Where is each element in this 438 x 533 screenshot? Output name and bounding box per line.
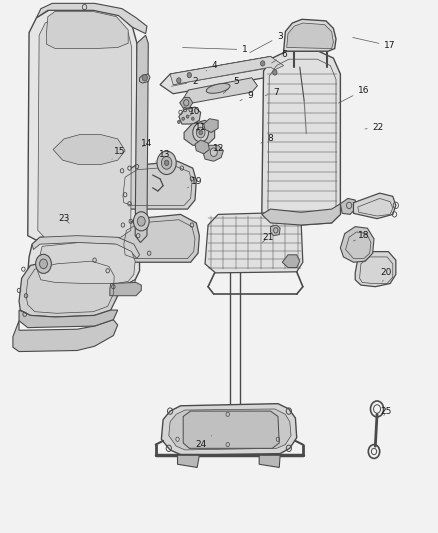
Polygon shape: [53, 135, 125, 165]
Polygon shape: [353, 193, 396, 219]
Polygon shape: [169, 409, 291, 450]
Polygon shape: [287, 23, 333, 49]
Text: 2: 2: [172, 77, 198, 86]
Text: 23: 23: [58, 214, 70, 223]
Ellipse shape: [206, 84, 230, 93]
Text: 25: 25: [380, 407, 392, 416]
Circle shape: [138, 216, 145, 226]
Text: 4: 4: [206, 61, 217, 71]
Text: 20: 20: [380, 269, 392, 281]
Polygon shape: [38, 17, 132, 240]
Polygon shape: [19, 257, 118, 317]
Text: 18: 18: [353, 231, 370, 241]
Circle shape: [157, 151, 176, 174]
Circle shape: [261, 61, 265, 66]
Circle shape: [134, 212, 149, 231]
Circle shape: [187, 72, 191, 78]
Polygon shape: [184, 78, 258, 104]
Circle shape: [142, 75, 148, 81]
Polygon shape: [195, 140, 209, 154]
Polygon shape: [118, 214, 199, 262]
Polygon shape: [161, 403, 297, 455]
Text: 5: 5: [223, 77, 239, 93]
Polygon shape: [118, 161, 196, 209]
Polygon shape: [284, 19, 336, 51]
Polygon shape: [283, 255, 300, 268]
Polygon shape: [179, 107, 201, 124]
Polygon shape: [110, 282, 141, 296]
Text: 6: 6: [272, 51, 287, 63]
Polygon shape: [340, 227, 374, 262]
Polygon shape: [36, 280, 135, 294]
Text: 1: 1: [183, 45, 248, 54]
Text: 15: 15: [112, 147, 125, 159]
Circle shape: [35, 254, 51, 273]
Circle shape: [191, 117, 194, 120]
Text: 24: 24: [195, 435, 212, 449]
Circle shape: [182, 117, 184, 120]
Polygon shape: [204, 119, 218, 133]
Polygon shape: [28, 10, 137, 245]
Text: 12: 12: [213, 144, 225, 153]
Polygon shape: [170, 56, 284, 85]
Text: 3: 3: [250, 32, 283, 53]
Polygon shape: [140, 74, 150, 83]
Circle shape: [199, 131, 202, 135]
Polygon shape: [19, 310, 118, 328]
Text: 9: 9: [240, 91, 253, 101]
Polygon shape: [36, 3, 147, 34]
Circle shape: [39, 259, 47, 269]
Polygon shape: [271, 225, 280, 236]
Polygon shape: [183, 411, 279, 448]
Text: 22: 22: [365, 123, 384, 132]
Circle shape: [161, 157, 172, 169]
Circle shape: [186, 115, 189, 118]
Circle shape: [164, 160, 169, 165]
Text: 7: 7: [265, 87, 279, 96]
Polygon shape: [13, 320, 118, 352]
Circle shape: [177, 78, 181, 83]
Circle shape: [273, 70, 277, 75]
Polygon shape: [28, 236, 140, 287]
Polygon shape: [184, 120, 215, 146]
Polygon shape: [46, 11, 128, 49]
Circle shape: [177, 120, 180, 124]
Polygon shape: [340, 198, 357, 214]
Text: 13: 13: [155, 150, 170, 161]
Polygon shape: [205, 212, 303, 273]
Polygon shape: [202, 146, 223, 161]
Text: 11: 11: [195, 123, 206, 132]
Polygon shape: [135, 35, 148, 243]
Text: 8: 8: [261, 134, 273, 143]
Text: 17: 17: [353, 37, 396, 51]
Text: 21: 21: [262, 233, 274, 243]
Circle shape: [193, 123, 208, 142]
Polygon shape: [38, 243, 135, 284]
Circle shape: [196, 127, 205, 138]
Text: 14: 14: [141, 139, 153, 148]
Circle shape: [210, 148, 217, 157]
Polygon shape: [57, 171, 122, 196]
Polygon shape: [262, 51, 340, 225]
Polygon shape: [180, 98, 193, 108]
Polygon shape: [355, 252, 396, 287]
Text: 10: 10: [189, 107, 200, 116]
Text: 16: 16: [339, 85, 370, 103]
Polygon shape: [259, 455, 280, 467]
Text: 19: 19: [187, 177, 203, 188]
Polygon shape: [177, 455, 199, 467]
Polygon shape: [32, 236, 140, 259]
Polygon shape: [160, 56, 284, 94]
Polygon shape: [262, 204, 340, 225]
